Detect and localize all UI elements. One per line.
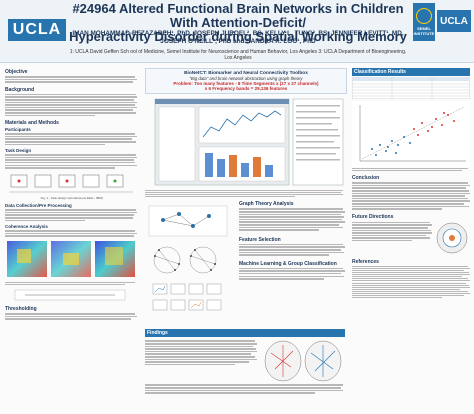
data-collection-text <box>5 209 139 222</box>
heading-future-directions: Future Directions <box>352 213 394 220</box>
poster-header: UCLA #24964 Altered Functional Brain Net… <box>0 0 474 63</box>
heading-thresholding: Thresholding <box>5 306 37 313</box>
title-line-1: #24964 Altered Functional Brain Networks… <box>72 1 404 30</box>
ucla-logo-right: UCLA <box>437 10 471 32</box>
threshold-equation <box>14 289 126 301</box>
heading-machine-learning: Machine Learning & Group Classification <box>239 260 337 267</box>
author-list: IMAN MOHAMMAD-REZAZADEH¹, PhD, JOSEPH JU… <box>68 30 408 46</box>
machine-learning-text <box>239 267 345 280</box>
title-line-2: Hyperactivity Disorder during Spatial Wo… <box>69 29 407 44</box>
authors-line-1: IMAN MOHAMMAD-REZAZADEH¹, PhD, JOSEPH JU… <box>72 30 404 37</box>
thresholding-text <box>5 313 139 320</box>
findings-section <box>145 339 345 383</box>
future-section <box>352 221 470 255</box>
participants-text <box>5 133 139 146</box>
semel-label: SEMEL INSTITUTE <box>413 26 435 36</box>
classification-table <box>352 77 470 99</box>
heading-coherence: Coherence Analysis <box>5 224 48 230</box>
objective-text <box>5 76 139 83</box>
graph-network-figure <box>148 206 228 311</box>
conclusion-text <box>352 182 470 210</box>
classification-scatter-plot <box>352 101 470 167</box>
toolbox-caption <box>145 190 345 198</box>
ucla-logo-left: UCLA <box>8 19 66 41</box>
column-middle: BioNetCT: Biomarker and Neural Connectiv… <box>145 68 347 395</box>
heading-background: Background <box>5 86 35 93</box>
task-design-text <box>5 154 139 169</box>
poster-title: #24964 Altered Functional Brain Networks… <box>68 2 408 44</box>
coherence-caption <box>5 282 139 286</box>
classification-caption <box>352 168 470 172</box>
heading-classification: Classification Results <box>352 68 470 76</box>
heading-objective: Objective <box>5 69 28 75</box>
column-left: Objective Background Materials and Metho… <box>5 68 139 321</box>
heading-graph-theory: Graph Theory Analysis <box>239 201 294 208</box>
fig1-caption: Fig. 1 - Task design (simultaneous EEG -… <box>40 195 104 200</box>
references-text <box>352 265 470 299</box>
biokit-subtitle: "Big data" and brain network abstraction… <box>189 76 303 81</box>
heading-feature-selection: Feature Selection <box>239 236 281 243</box>
problem-statement: Problem: Too many features - 8 Time Segm… <box>173 81 319 86</box>
biokit-box: BioNetCT: Biomarker and Neural Connectiv… <box>145 68 347 94</box>
findings-text <box>145 339 257 383</box>
authors-line-2: JOSEPH O'NEILL¹, PhD and SANDRA K. LOO¹,… <box>160 38 316 45</box>
heading-participants: Participants <box>5 127 31 133</box>
heading-data-collection: Data Collection/Pre Processing <box>5 203 72 209</box>
semel-seal-icon <box>416 8 432 24</box>
column-right: Classification Results <box>352 68 470 299</box>
graph-theory-text <box>239 208 345 231</box>
heading-conclusion: Conclusion <box>352 175 380 182</box>
task-design-figure <box>9 174 133 192</box>
findings-summary <box>145 384 345 394</box>
semel-institute-logo: SEMEL INSTITUTE <box>413 3 435 41</box>
findings-brain-figure <box>264 341 342 382</box>
heading-materials: Materials and Methods <box>5 120 59 127</box>
background-text <box>5 93 139 117</box>
methods-graph-section: Graph Theory Analysis Feature Selection … <box>145 200 345 326</box>
heading-findings: Findings <box>145 329 345 338</box>
toolbox-screenshot-figure <box>154 98 344 186</box>
affiliations: 1: UCLA David Geffen Sch ool of Medicine… <box>69 49 407 61</box>
coherence-matrices-figure <box>7 240 135 277</box>
heading-task-design: Task Design <box>5 148 32 154</box>
biokit-title: BioNetCT: Biomarker and Neural Connectiv… <box>184 71 308 76</box>
methods-text-column: Graph Theory Analysis Feature Selection … <box>239 200 345 280</box>
future-text <box>352 221 432 255</box>
coherence-text <box>5 230 139 237</box>
feature-selection-text <box>239 243 345 256</box>
future-brain-figure <box>436 222 468 253</box>
frequency-statement: x 6 Frequency bands = 29,136 features <box>204 86 288 91</box>
heading-references: References <box>352 258 379 265</box>
